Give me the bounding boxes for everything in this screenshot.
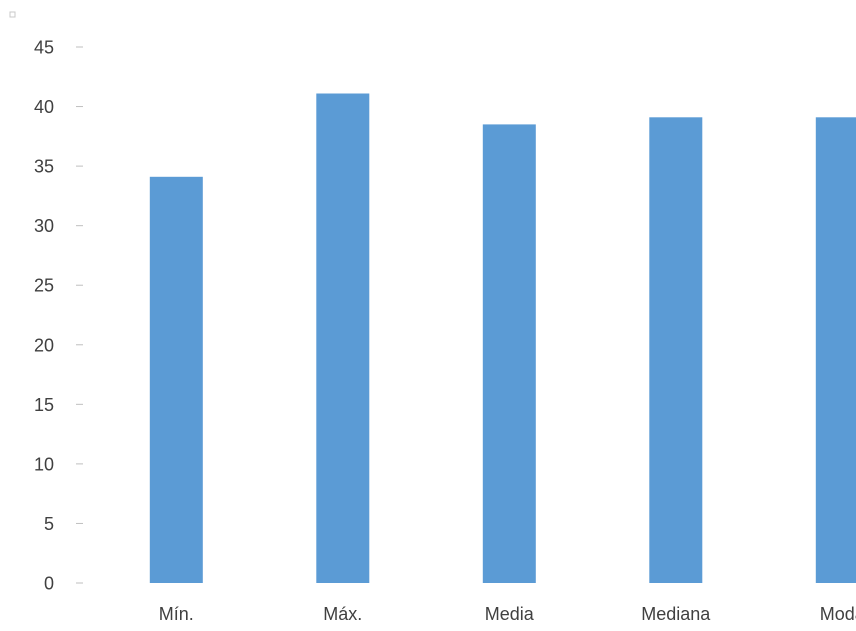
y-axis: 0 5 10 15 20 25 30 35 40 45 [34, 38, 83, 594]
y-tick-label: 45 [34, 38, 54, 58]
x-tick-label: Máx. [323, 604, 362, 624]
bar [649, 117, 703, 584]
bar [815, 117, 856, 584]
x-tick-label: Moda [820, 604, 856, 624]
bar [149, 176, 203, 584]
bar [316, 93, 370, 583]
x-tick-label: Mediana [641, 604, 711, 624]
x-axis: Mín. Máx. Media Mediana Moda [159, 604, 856, 624]
bar [482, 124, 536, 584]
y-tick-label: 10 [34, 454, 54, 474]
y-tick-label: 35 [34, 157, 54, 177]
y-tick-label: 30 [34, 216, 54, 236]
y-tick-label: 0 [44, 574, 54, 594]
y-tick-label: 40 [34, 97, 54, 117]
bars-group [149, 93, 856, 584]
y-tick-label: 5 [44, 514, 54, 534]
x-tick-label: Media [485, 604, 535, 624]
x-tick-label: Mín. [159, 604, 194, 624]
y-tick-label: 20 [34, 335, 54, 355]
chart-handle-icon [9, 11, 16, 18]
y-tick-label: 25 [34, 276, 54, 296]
y-tick-label: 15 [34, 395, 54, 415]
